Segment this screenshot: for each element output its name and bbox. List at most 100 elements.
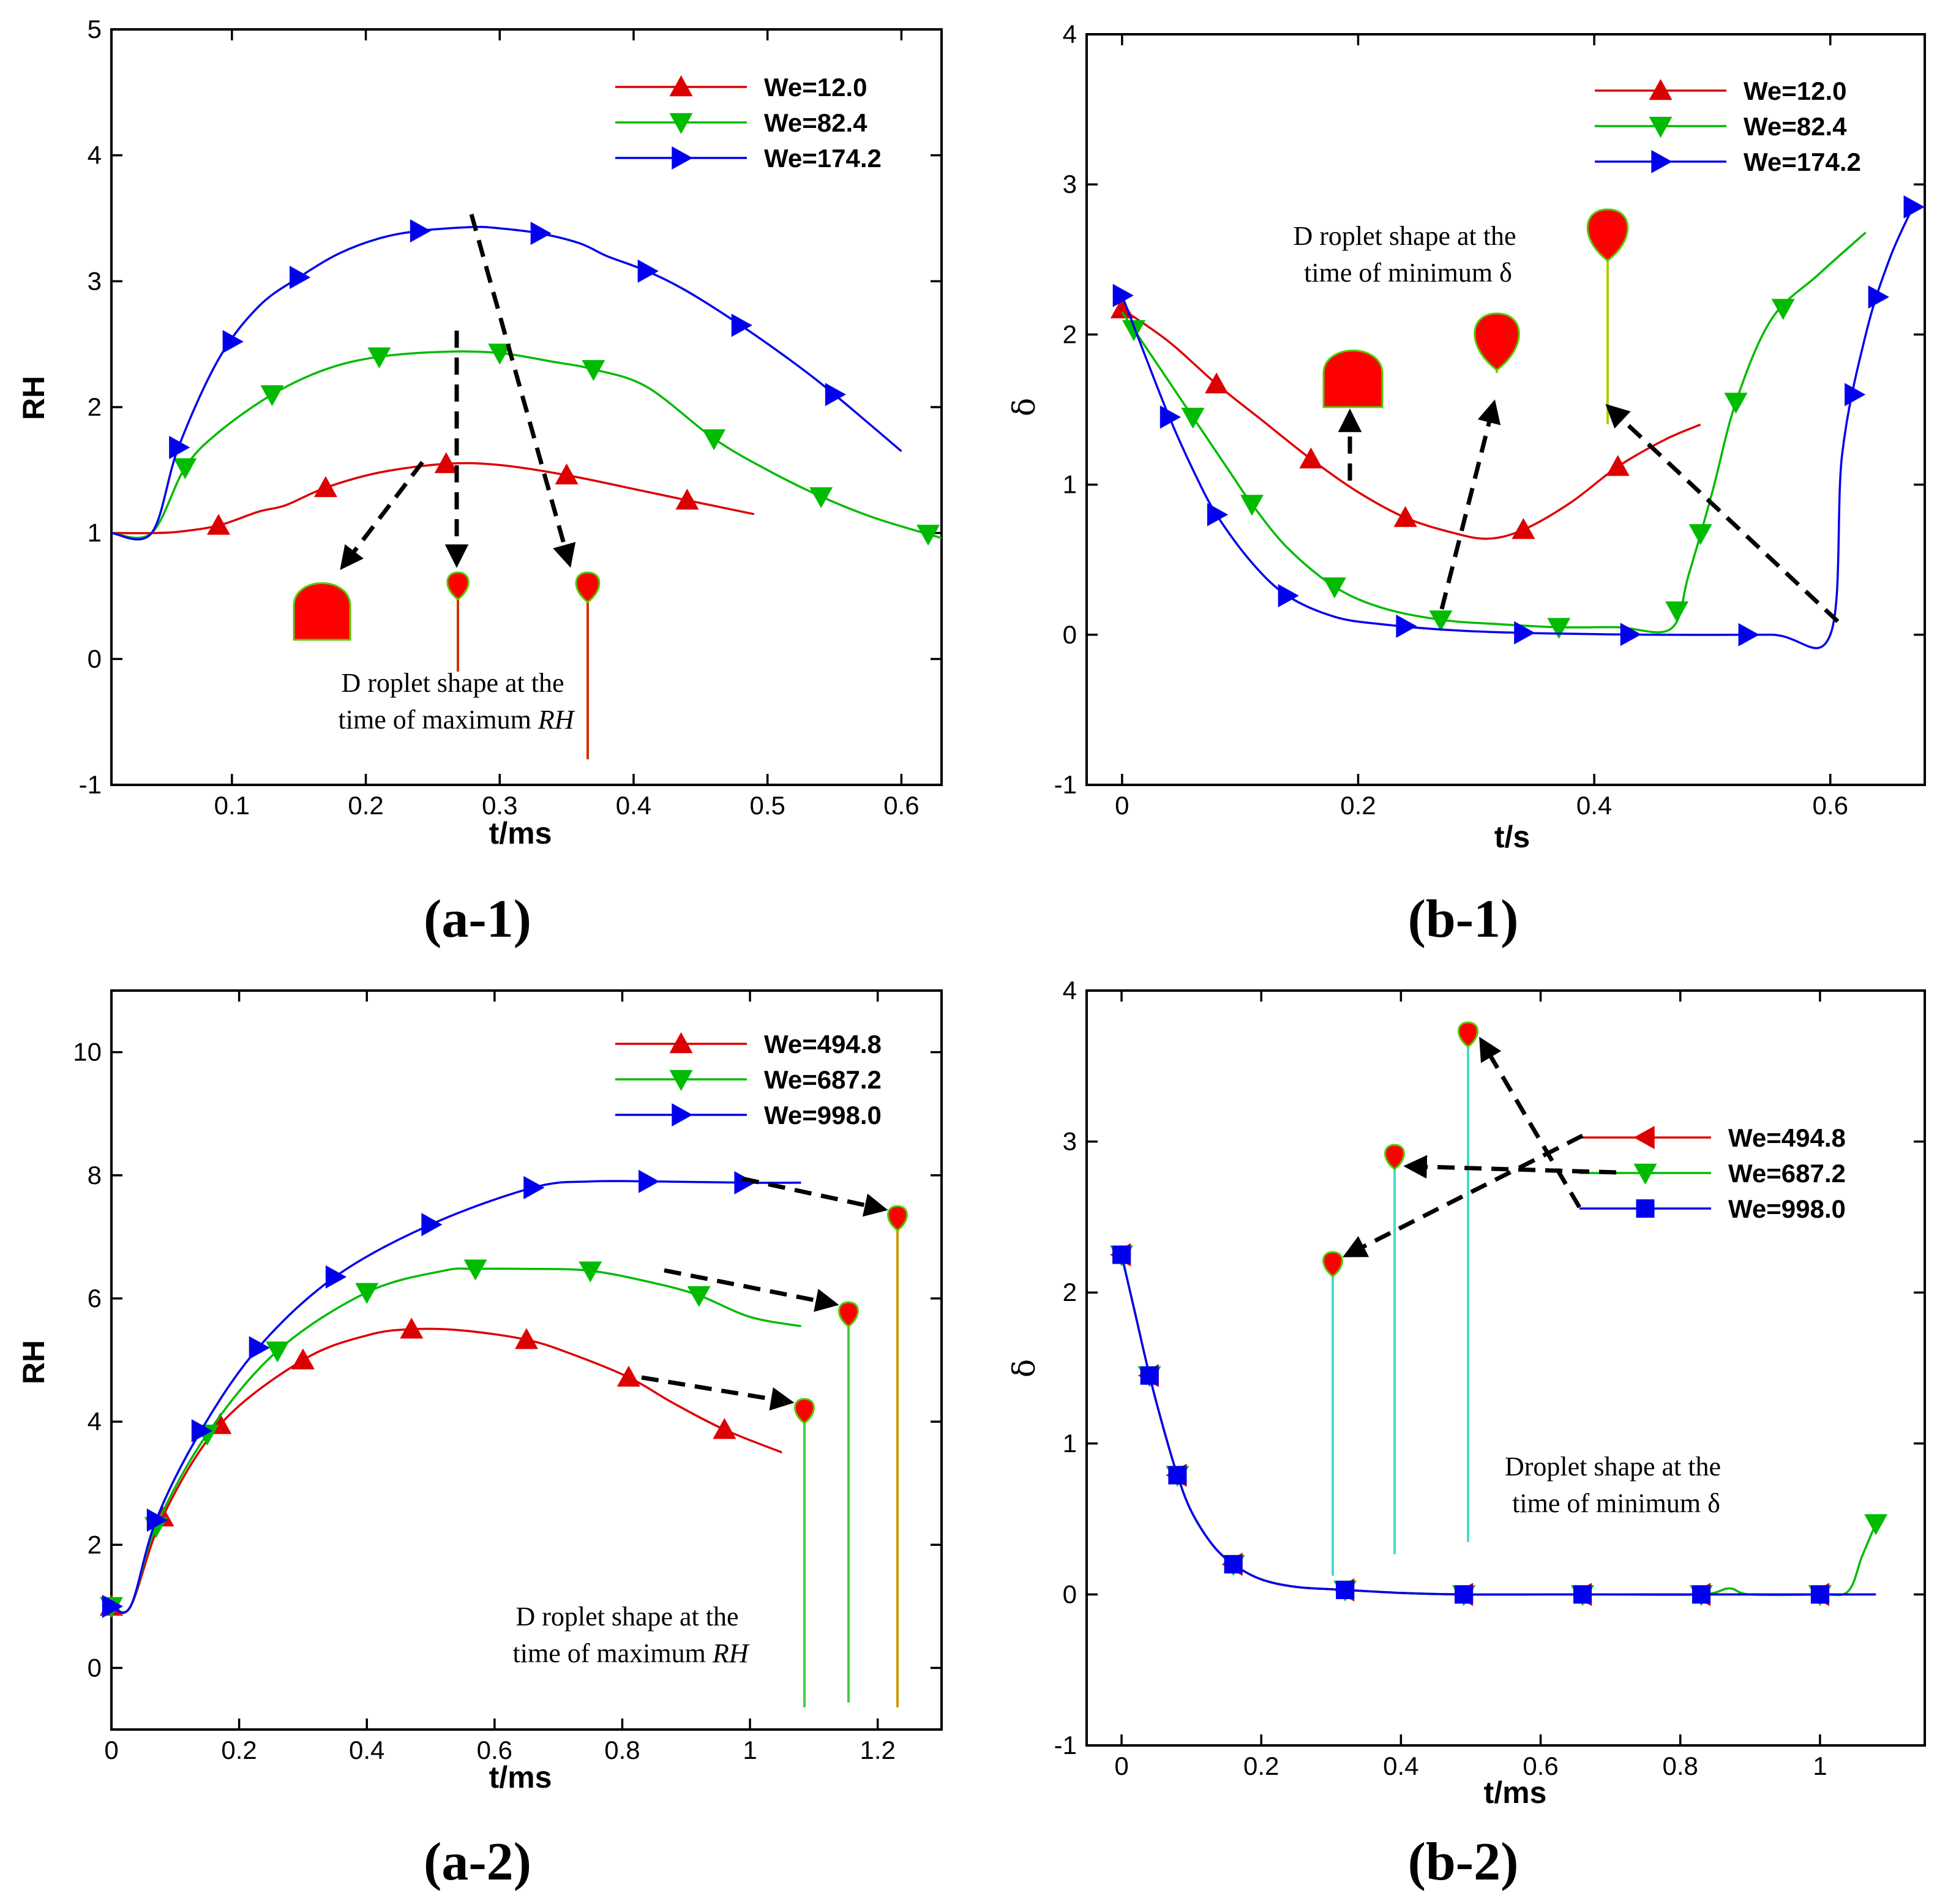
a2-xtick-label: 0.4 — [349, 1736, 384, 1764]
a2-arrow-3 — [741, 1176, 888, 1217]
b2-series-marker — [1692, 1585, 1710, 1604]
chart-b2: 0 0.2 0.4 0.6 0.8 1 -1 0 1 2 3 4 We=494.8 We=687.2 We=… — [1054, 976, 1926, 1780]
a1-series-marker — [825, 383, 847, 407]
a1-annotation: D roplet shape at the time of maximum RH — [339, 668, 575, 735]
a1-droplet-medium-head — [446, 571, 470, 601]
b1-series-marker — [1903, 195, 1925, 219]
b1-series-marker — [1665, 601, 1689, 623]
b1-legend-label: We=12.0 — [1744, 77, 1847, 105]
a2-series-marker — [687, 1286, 711, 1307]
b2-panel-label: (b-2) — [1408, 1832, 1519, 1892]
a2-ytick-label: 4 — [88, 1407, 102, 1436]
a1-series-marker — [637, 259, 659, 283]
b1-arrow-3 — [1605, 403, 1840, 623]
b1-series-marker — [1845, 383, 1866, 407]
a1-xtick-label: 0.2 — [348, 791, 383, 820]
a1-droplet-long-head — [575, 571, 601, 604]
a1-ytick-label: 3 — [88, 266, 102, 295]
b1-series-marker — [1207, 503, 1229, 527]
b1-series-marker — [1771, 299, 1795, 320]
a1-droplet-dome — [293, 582, 351, 641]
b1-series-marker — [1547, 618, 1571, 639]
a2-annotation-line2: time of maximum — [513, 1638, 706, 1668]
b1-droplet-long — [1586, 208, 1629, 424]
b1-legend-label: We=174.2 — [1744, 148, 1861, 176]
b1-annotation-line2: time of minimum δ — [1304, 258, 1512, 288]
b1-series-marker — [1122, 320, 1146, 342]
b2-annotation-line1: Droplet shape at the — [1505, 1452, 1721, 1482]
b2-xtick-label: 0.4 — [1383, 1752, 1418, 1780]
a2-series-line — [111, 1327, 782, 1614]
a2-series-marker — [616, 1365, 640, 1387]
a1-series-marker — [731, 313, 752, 337]
a2-series-marker — [463, 1259, 487, 1281]
a1-series-marker — [809, 487, 833, 509]
b1-ytick-label: 0 — [1063, 620, 1077, 649]
b1-series-marker — [1429, 610, 1453, 632]
a2-series-marker — [421, 1213, 443, 1237]
b2-legend-marker — [1633, 1126, 1655, 1149]
a2-xtick-label: 0.8 — [604, 1736, 640, 1764]
b1-xtick-label: 0.6 — [1813, 791, 1848, 820]
chart-b1: 0 0.2 0.4 0.6 -1 0 1 2 3 4 We=12.0 We=82.4 We=174.2 — [1054, 20, 1926, 820]
b2-droplet-3 — [1458, 1021, 1478, 1542]
a1-series-marker — [555, 463, 579, 485]
a2-ytick-label: 6 — [88, 1284, 102, 1313]
a1-legend-label: We=82.4 — [764, 108, 867, 137]
a2-series-marker — [638, 1169, 660, 1193]
a1-ytick-label: 2 — [88, 392, 102, 421]
b1-ytick-label: 1 — [1063, 470, 1077, 499]
a2-xtick-label: 0.2 — [221, 1736, 257, 1764]
a1-series-line — [111, 225, 902, 541]
b1-series-marker — [1688, 524, 1712, 545]
a1-legend-marker — [669, 113, 693, 134]
b1-annotation: D roplet shape at the time of minimum δ — [1293, 221, 1523, 288]
b2-plot-frame — [1085, 989, 1926, 1747]
b2-legend-marker — [1633, 1163, 1657, 1185]
b2-ytick-label: -1 — [1054, 1731, 1077, 1760]
a2-series-marker — [713, 1418, 736, 1439]
b1-series-marker — [1160, 405, 1181, 429]
b2-legend-marker — [1636, 1199, 1655, 1218]
b1-plot-frame — [1085, 33, 1926, 786]
a1-series-marker — [702, 429, 726, 451]
b2-xtick-label: 0.2 — [1243, 1752, 1279, 1780]
b2-series-marker — [1336, 1581, 1355, 1600]
chart-a1: 0.1 0.2 0.3 0.4 0.5 0.6 -1 0 1 2 3 4 5 We=12.0 We=82.4… — [79, 15, 943, 820]
b1-series-marker — [1396, 614, 1417, 638]
panel-a1: RH t/ms (a-1) D roplet shape at the time… — [17, 376, 575, 949]
a2-droplet-1-head — [794, 1398, 815, 1425]
a1-series-marker — [206, 514, 230, 535]
a2-legend-label: We=494.8 — [764, 1030, 882, 1059]
a1-xtick-label: 0.6 — [883, 791, 919, 820]
b2-arrow-1 — [1343, 1133, 1584, 1257]
a1-series-marker — [173, 458, 197, 479]
a2-series-marker — [734, 1171, 755, 1194]
b2-series-marker — [1112, 1245, 1131, 1264]
b1-panel-label: (b-1) — [1408, 890, 1519, 949]
a2-legend-marker — [669, 1032, 693, 1054]
b2-annotation-line2: time of minimum δ — [1512, 1488, 1720, 1518]
a2-series-marker — [249, 1336, 270, 1360]
b1-ytick-label: 2 — [1063, 320, 1077, 348]
a2-annotation-line1: D roplet shape at the — [515, 1602, 738, 1632]
a2-droplet-2 — [838, 1301, 859, 1703]
b1-xtick-label: 0.4 — [1576, 791, 1612, 820]
a1-ytick-label: 1 — [88, 519, 102, 547]
a1-legend-label: We=174.2 — [764, 144, 882, 173]
a2-legend-label: We=998.0 — [764, 1101, 882, 1130]
a2-xtick-label: 0 — [104, 1736, 118, 1764]
a2-series-marker — [355, 1283, 379, 1304]
b2-arrow-2 — [1403, 1155, 1617, 1179]
a1-annotation-line1: D roplet shape at the — [341, 668, 564, 698]
a2-xtick-label: 0.6 — [477, 1736, 512, 1764]
b1-droplet-long-head — [1586, 208, 1629, 262]
a2-panel-label: (a-2) — [424, 1832, 531, 1892]
b1-legend-marker — [1649, 79, 1673, 100]
a1-ytick-label: -1 — [79, 770, 102, 799]
chart-a2: 0 0.2 0.4 0.6 0.8 1 1.2 0 2 4 6 8 10 We=494.8 We=687.2… — [73, 989, 943, 1764]
a2-series-marker — [146, 1509, 168, 1532]
a2-series-marker — [291, 1348, 315, 1370]
a1-series-marker — [289, 266, 311, 290]
a1-legend-marker — [669, 75, 693, 97]
